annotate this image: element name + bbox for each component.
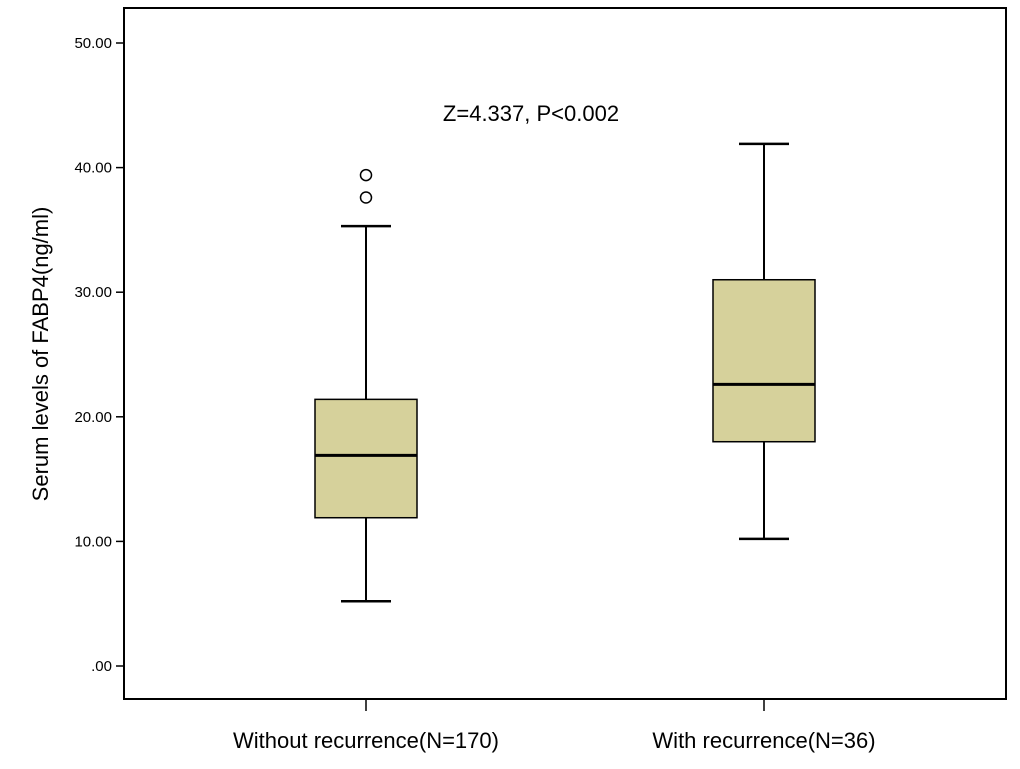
plot-frame (123, 7, 1007, 700)
box-group (314, 168, 418, 603)
chart-annotation: Z=4.337, P<0.002 (443, 101, 619, 126)
x-category-label: Without recurrence(N=170) (233, 728, 499, 753)
outlier-point (359, 168, 373, 182)
y-axis: .00 10.00 20.00 30.00 40.00 50.00 (74, 35, 124, 675)
y-tick-label: 20.00 (74, 409, 112, 426)
box-group (712, 142, 816, 541)
y-tick-label: 40.00 (74, 160, 112, 177)
outlier-point (359, 191, 373, 204)
x-axis: Without recurrence(N=170) With recurrence… (233, 699, 876, 753)
y-tick-label: 10.00 (74, 533, 112, 550)
box-series (314, 142, 816, 603)
y-tick-label: 30.00 (74, 284, 112, 301)
interquartile-box (314, 398, 418, 519)
y-tick-label: 50.00 (74, 35, 112, 52)
interquartile-box (712, 278, 816, 443)
y-tick-label: .00 (91, 658, 112, 675)
x-category-label: With recurrence(N=36) (652, 728, 875, 753)
y-axis-title: Serum levels of FABP4(ng/ml) (28, 207, 53, 502)
